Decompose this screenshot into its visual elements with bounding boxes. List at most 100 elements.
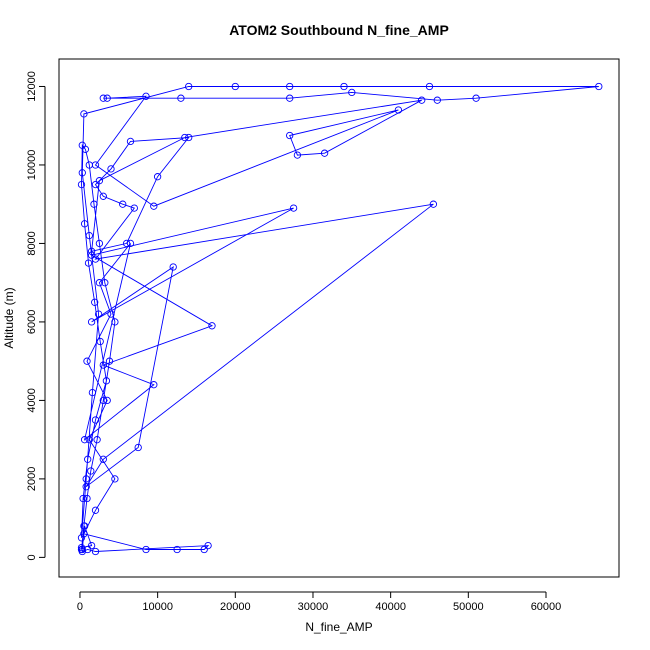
y-tick-label: 4000	[26, 388, 38, 412]
data-point	[142, 92, 150, 100]
data-point	[153, 173, 162, 181]
data-point	[472, 94, 480, 102]
data-point	[119, 200, 127, 208]
data-point	[84, 455, 92, 463]
data-point	[107, 165, 115, 173]
data-point	[99, 94, 107, 102]
data-point	[177, 94, 185, 102]
y-tick-label: 10000	[26, 150, 38, 181]
data-point	[99, 192, 107, 200]
data-point	[418, 96, 426, 104]
data-point	[204, 541, 212, 550]
data-point	[91, 506, 100, 514]
data-point	[111, 318, 119, 326]
data-point	[87, 318, 96, 326]
data-point	[107, 310, 115, 318]
data-point	[429, 200, 438, 208]
data-point	[433, 96, 441, 104]
data-point	[83, 357, 91, 365]
x-tick-label: 50000	[453, 601, 484, 613]
data-point	[82, 483, 90, 491]
data-point	[87, 541, 96, 550]
y-tick-label: 6000	[26, 310, 38, 334]
data-point	[87, 467, 95, 475]
data-point	[286, 82, 294, 91]
data-point	[80, 436, 89, 444]
x-tick-label: 20000	[220, 601, 251, 613]
data-point	[79, 494, 87, 503]
x-tick-label: 10000	[142, 601, 173, 613]
data-point	[85, 231, 93, 240]
data-point	[80, 530, 88, 538]
data-point	[80, 220, 89, 228]
data-point	[80, 522, 89, 530]
data-point	[91, 547, 100, 556]
y-axis: 0 2000 4000 6000 8000 10000 12000	[26, 71, 46, 560]
data-point	[208, 322, 216, 330]
data-point	[95, 239, 104, 248]
data-point	[78, 141, 86, 149]
data-point	[80, 110, 88, 118]
x-axis: 0 10000 20000 30000 40000 50000 60000	[77, 591, 561, 613]
data-point	[595, 82, 603, 91]
data-point	[320, 149, 329, 157]
data-point	[78, 545, 86, 554]
data-point	[142, 545, 150, 554]
x-tick-label: 40000	[375, 601, 406, 613]
data-point	[77, 180, 86, 189]
data-point	[99, 361, 107, 369]
data-point	[185, 133, 193, 142]
data-point	[169, 263, 177, 271]
data-point	[111, 475, 119, 483]
data-point	[130, 204, 138, 212]
data-point	[87, 251, 96, 259]
data-point	[340, 82, 348, 91]
data-point	[78, 169, 86, 177]
data-point	[150, 381, 158, 389]
data-point	[134, 443, 142, 452]
data-point	[425, 82, 434, 91]
x-tick-label: 30000	[298, 601, 329, 613]
data-point	[84, 259, 93, 267]
data-point	[122, 239, 131, 248]
data-point	[126, 239, 135, 248]
data-point	[83, 494, 91, 503]
data-point	[96, 337, 104, 346]
data-point	[102, 377, 111, 385]
data-point	[78, 547, 86, 556]
data-point	[99, 455, 107, 463]
data-point	[173, 545, 181, 554]
data-point	[150, 202, 158, 210]
plot-area-frame	[58, 58, 620, 578]
data-point	[82, 475, 90, 483]
y-tick-label: 0	[26, 554, 38, 560]
y-tick-label: 8000	[26, 231, 38, 255]
x-tick-label: 0	[77, 601, 83, 613]
data-point	[101, 279, 109, 287]
data-point	[90, 200, 98, 208]
data-point	[91, 161, 100, 169]
data-point	[91, 255, 100, 263]
data-point	[94, 310, 103, 318]
data-point	[181, 133, 189, 142]
data-point	[286, 94, 294, 102]
data-point	[289, 204, 298, 212]
chart-title: ATOM2 Southbound N_fine_AMP	[229, 22, 449, 38]
data-point	[99, 396, 107, 405]
data-point	[85, 436, 93, 444]
data-point	[95, 177, 104, 185]
data-point	[394, 106, 403, 114]
data-point	[103, 396, 111, 405]
data-point	[77, 534, 86, 542]
data-point	[286, 131, 294, 140]
data-point	[293, 151, 302, 159]
data-point	[95, 279, 104, 287]
data-point	[200, 545, 208, 554]
data-point	[87, 247, 96, 255]
data-point	[88, 388, 97, 397]
data-point	[126, 137, 135, 146]
data-point	[91, 416, 100, 424]
y-tick-label: 12000	[26, 71, 38, 102]
data-point	[231, 82, 239, 91]
